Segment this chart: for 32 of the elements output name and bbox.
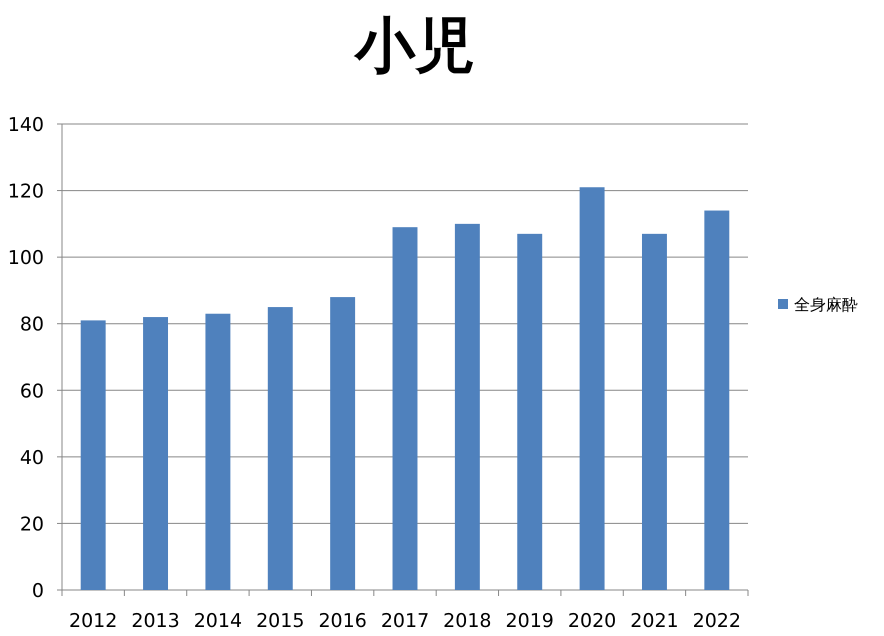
x-tick-label: 2022 bbox=[692, 610, 741, 632]
x-tick-label: 2013 bbox=[131, 610, 180, 632]
y-tick-label: 20 bbox=[20, 513, 44, 536]
bar bbox=[454, 224, 480, 590]
bar bbox=[205, 314, 230, 590]
x-tick-label: 2015 bbox=[256, 610, 304, 632]
bar bbox=[517, 234, 542, 590]
x-tick-label: 2021 bbox=[630, 610, 679, 632]
bar bbox=[580, 187, 605, 590]
y-tick-label: 60 bbox=[20, 380, 44, 402]
bar bbox=[392, 227, 418, 590]
y-tick-label: 100 bbox=[8, 247, 44, 270]
y-tick-label: 140 bbox=[8, 114, 44, 136]
x-tick-label: 2014 bbox=[194, 610, 242, 632]
x-tick-label: 2019 bbox=[506, 610, 554, 632]
bar bbox=[330, 297, 356, 590]
y-tick-label: 80 bbox=[20, 314, 44, 336]
bar bbox=[80, 320, 106, 590]
x-tick-label: 2012 bbox=[69, 610, 118, 632]
bar bbox=[704, 210, 730, 590]
bar bbox=[642, 234, 667, 590]
x-tick-label: 2018 bbox=[443, 610, 492, 632]
y-tick-label: 120 bbox=[8, 180, 44, 203]
y-tick-label: 0 bbox=[32, 580, 44, 602]
legend-label: 全身麻酔 bbox=[794, 295, 858, 314]
y-tick-label: 40 bbox=[20, 446, 44, 469]
bar bbox=[268, 307, 293, 590]
x-tick-label: 2017 bbox=[380, 610, 430, 632]
bar bbox=[143, 317, 168, 590]
chart-title: 小児 bbox=[353, 11, 475, 81]
x-tick-label: 2020 bbox=[568, 610, 616, 632]
x-tick-label: 2016 bbox=[318, 610, 367, 632]
